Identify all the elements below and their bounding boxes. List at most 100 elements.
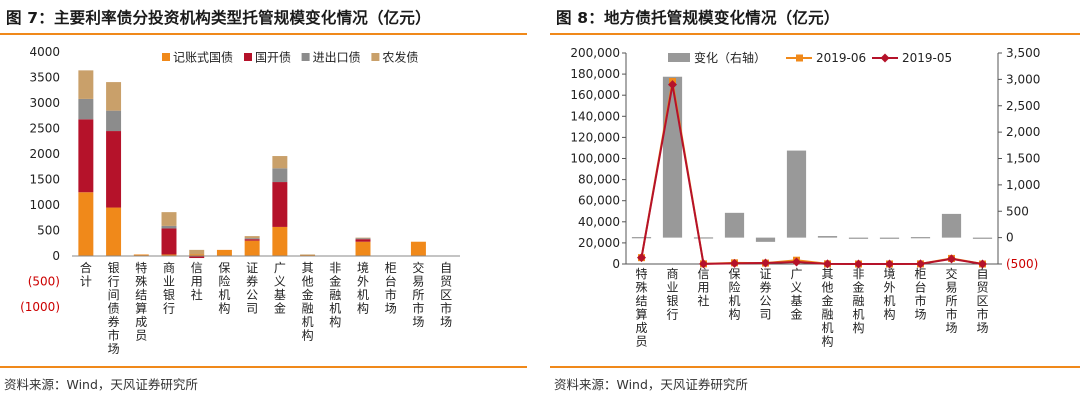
x-category-label-char: 构 [883,307,895,322]
stacked-bar-chart: 4000 3500 3000 2500 2000 1500 1000 500 0 (500) (10… [20,45,460,356]
x-category-label-char: 行 [163,302,175,316]
x-category-label-char: 市 [385,287,397,302]
left-y-tick-label: 80,000 [578,173,620,187]
x-category-label-char: 易 [945,281,957,295]
bar-segment [272,156,288,169]
change-bar [879,237,900,239]
y-tick-label: 1000 [29,198,60,212]
x-category-label-char: 场 [385,302,397,316]
line-series-2019-06 [640,81,983,265]
x-category-label-char: 非 [852,267,864,281]
change-bar [817,236,838,238]
y-tick-label: 3500 [29,71,60,85]
x-category-label-char: 商 [666,266,678,281]
legend-label: 2019-05 [902,51,952,65]
left-y-tick-label: 120,000 [570,130,620,144]
bar-segment [78,70,94,99]
legend-label: 农发债 [382,50,418,65]
x-category-label-char: 司 [246,302,258,316]
x-category-label-char: 机 [302,315,314,329]
change-bar [755,237,776,242]
x-category-label-char: 贸 [976,281,988,295]
x-category-label-char: 非 [329,261,341,275]
x-category-label-char: 构 [821,334,833,349]
bar-segment [244,239,260,241]
x-category-label-char: 构 [852,320,864,335]
bar-segment [300,254,316,256]
line-marker-diamond [916,259,925,269]
x-category-label-char: 信 [191,261,203,275]
x-category-label-char: 券 [108,314,120,329]
y-tick-label: (500) [28,275,60,289]
x-category-label-char: 金 [790,307,802,322]
legend-label: 国开债 [255,51,291,65]
x-category-label-char: 其 [302,261,314,275]
x-category-label-char: 义 [790,281,802,295]
x-category-label-char: 构 [357,301,369,316]
x-category-label-char: 场 [108,342,120,356]
y-tick-label: 0 [52,249,60,263]
legend-label: 变化（右轴） [694,50,766,65]
x-category-label-char: 台 [385,274,397,289]
x-category-label-char: 机 [329,302,341,316]
bar-segment [133,254,149,256]
x-category-label-char: 市 [108,328,120,343]
bar-segment [106,82,122,111]
x-category-label-char: 殊 [135,274,147,289]
x-category-label-char: 社 [697,293,709,308]
left-y-tick-label: 60,000 [578,194,620,208]
right-y-tick-label: 3,500 [1006,46,1040,60]
change-bar [910,237,931,239]
change-bar [848,237,869,239]
y-tick-label: 1500 [29,173,60,187]
x-category-label-char: 市 [412,301,424,316]
x-category-label-char: 机 [728,294,740,308]
left-figure-title: 图 7：主要利率债分投资机构类型托管规模变化情况（亿元） [6,9,431,27]
legend-swatch [244,53,252,61]
x-category-label-char: 险 [728,280,740,295]
x-category-label-char: 金 [329,274,341,289]
x-category-label-char: 殊 [635,280,647,295]
bar-segment [106,110,122,132]
x-category-label-char: 境 [883,266,895,281]
x-category-label-char: 银 [163,288,175,302]
left-y-tick-label: 100,000 [570,152,620,166]
x-category-label-char: 算 [635,307,647,322]
x-category-label-char: 券 [246,274,258,289]
x-category-label-char: 结 [635,294,647,308]
x-category-label-char: 所 [412,288,424,302]
bar-segment [161,228,177,255]
right-y-tick-label: 1,500 [1006,152,1040,166]
x-category-label-char: 机 [357,288,369,302]
x-category-label-char: 柜 [914,267,926,281]
x-category-label-char: 他 [302,275,314,289]
bar-segment [78,192,94,256]
change-bar [693,237,714,239]
x-category-label-char: 构 [728,307,740,322]
line-marker-diamond [637,253,646,263]
y-tick-label: 2000 [29,147,60,161]
legend-swatch-marker [880,53,890,63]
x-category-label-char: 保 [728,267,740,281]
x-category-label-char: 公 [246,288,258,302]
x-category-label-char: 信 [697,267,709,281]
legend-swatch [162,53,170,61]
x-category-label-char: 广 [790,267,802,281]
combo-bar-line-chart: 200,000 180,000 160,000 140,000 120,000 100,0… [570,46,1040,349]
change-bar [631,237,652,239]
legend-label: 记账式国债 [173,51,233,65]
bar-segment [106,207,122,256]
x-category-label-char: 场 [412,315,424,329]
x-category-label-char: 间 [108,288,120,302]
y-tick-label: 500 [37,224,60,238]
bar-segment [410,241,426,256]
change-bar [786,150,807,238]
bar-segment [244,240,260,256]
x-category-label-char: 其 [821,267,833,281]
line-series-2019-05 [640,84,983,265]
change-bar [724,212,745,238]
bar-segment [161,254,177,256]
bar-segment [272,168,288,183]
x-category-label-char: 成 [135,315,147,329]
x-category-label-char: 券 [759,280,771,295]
